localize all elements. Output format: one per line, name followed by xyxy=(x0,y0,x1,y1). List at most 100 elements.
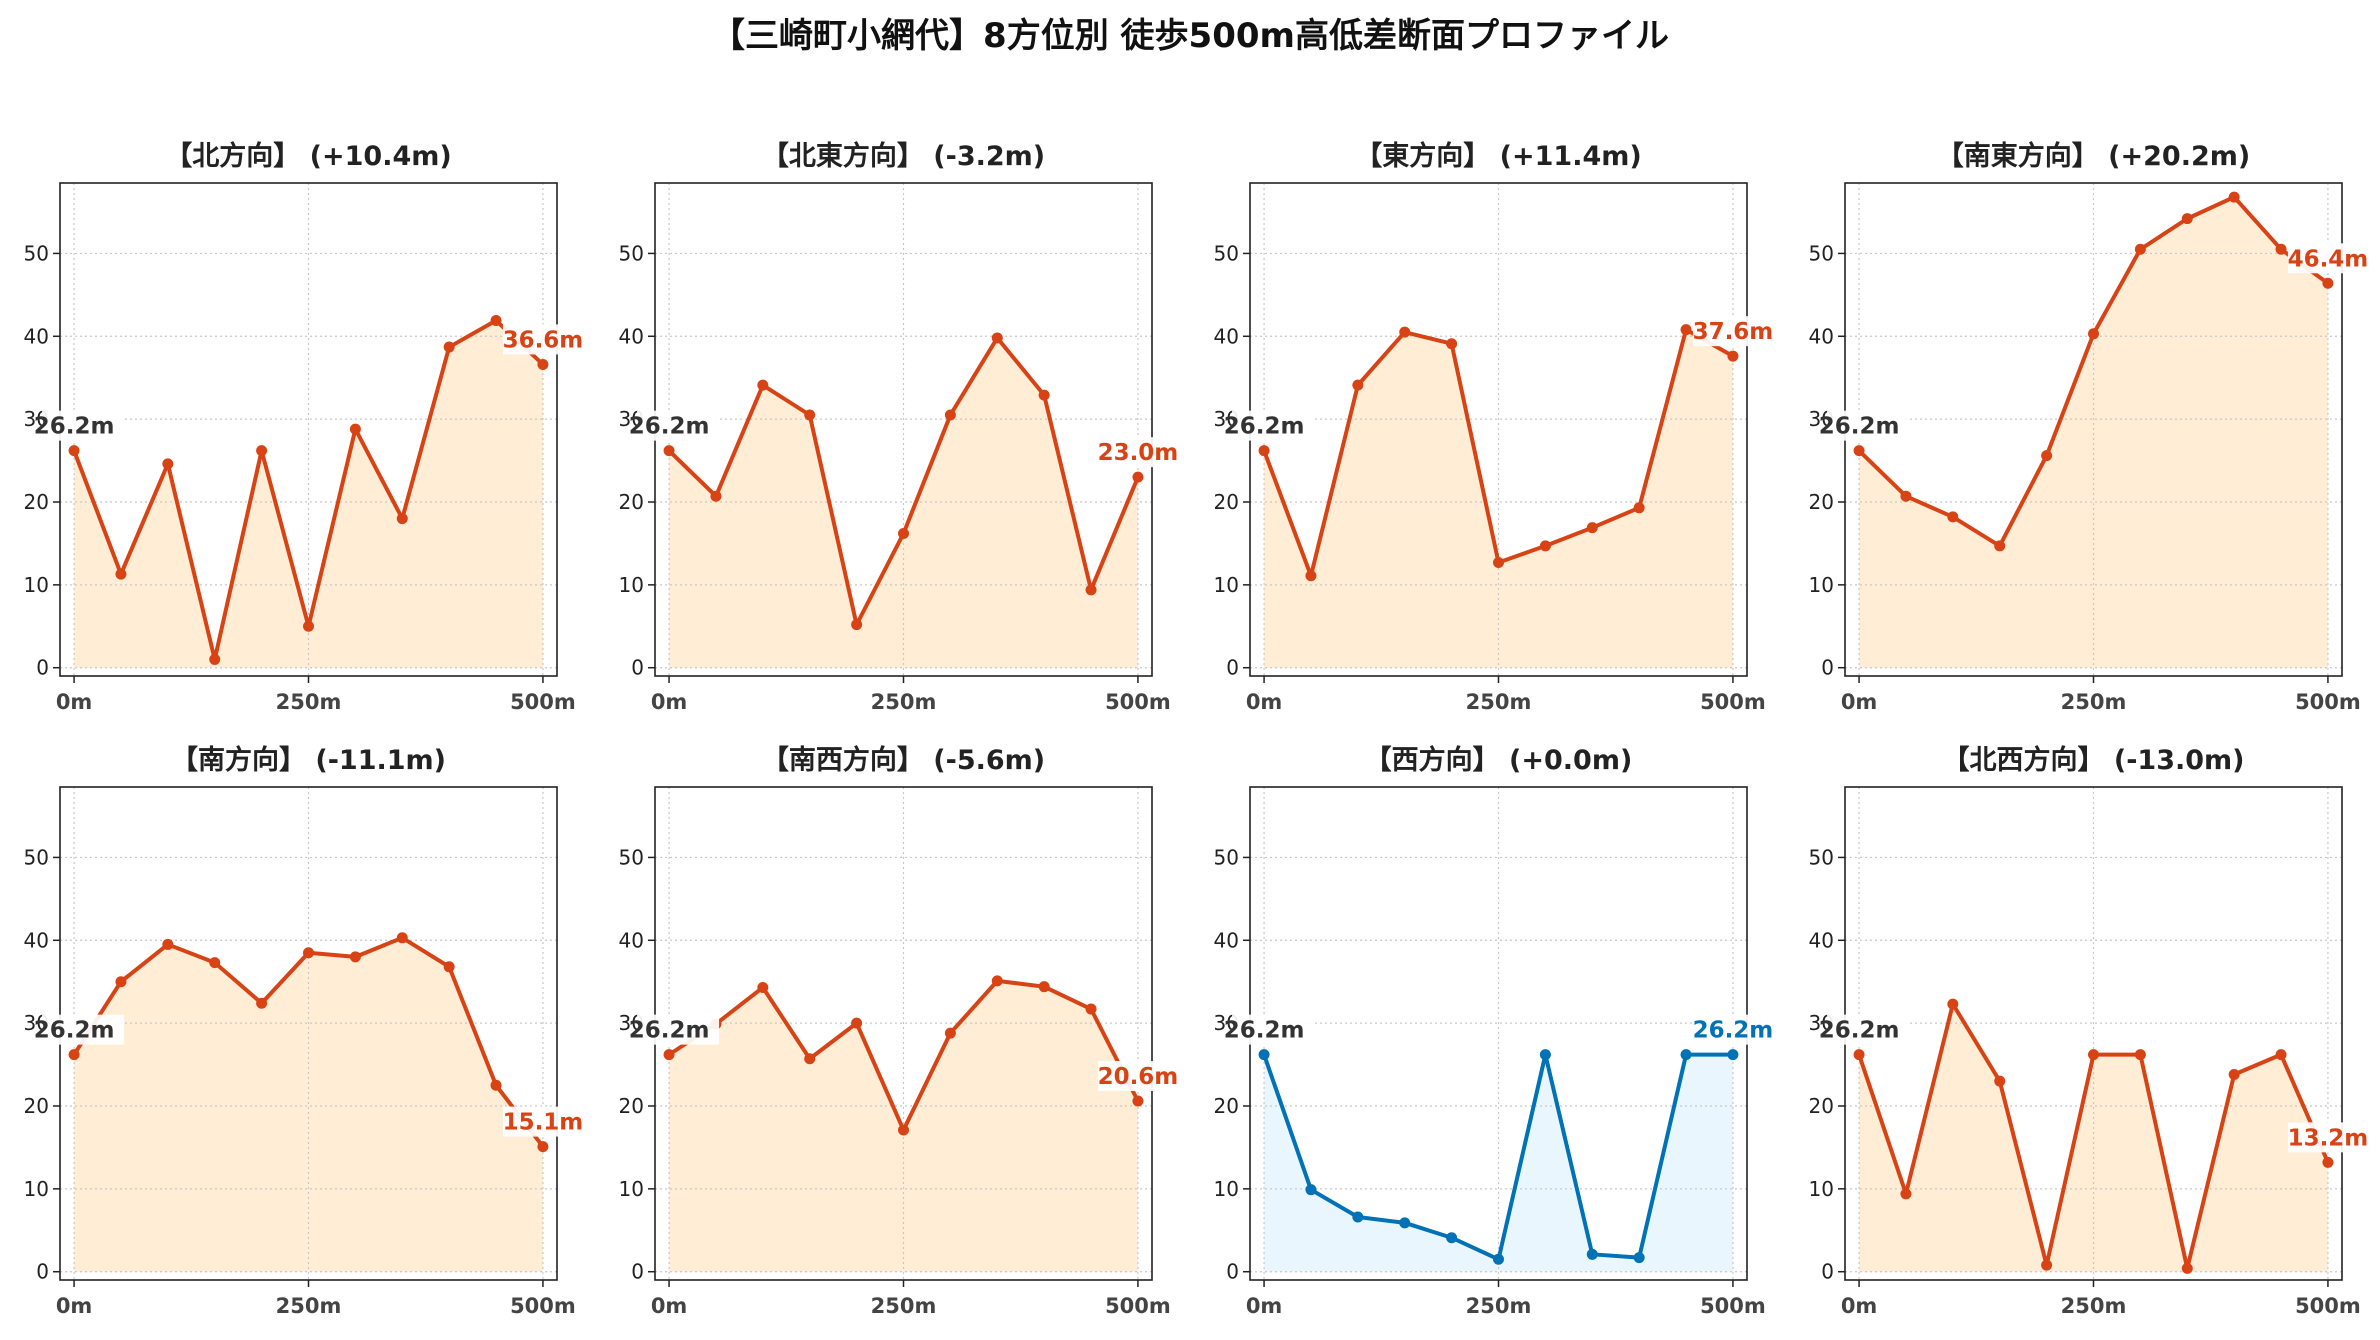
panel-title: 【南東方向】 (+20.2m) xyxy=(1937,140,2250,172)
data-point xyxy=(303,620,314,632)
data-point xyxy=(851,1017,863,1029)
end-label: 13.2m xyxy=(2288,1125,2369,1151)
data-point xyxy=(396,932,408,944)
data-point xyxy=(1633,502,1645,514)
y-tick-label: 10 xyxy=(1214,573,1239,597)
y-tick-label: 20 xyxy=(1214,490,1239,514)
data-point xyxy=(757,379,769,391)
data-point xyxy=(2041,450,2053,462)
data-point xyxy=(991,332,1003,344)
start-label: 26.2m xyxy=(1819,1018,1900,1044)
x-tick-label: 0m xyxy=(1246,690,1283,714)
y-tick-label: 10 xyxy=(1809,573,1834,597)
area-fill xyxy=(1859,197,2328,668)
start-label: 26.2m xyxy=(629,1018,710,1044)
y-tick-label: 20 xyxy=(24,1094,49,1118)
data-point xyxy=(804,1053,816,1065)
x-tick-label: 0m xyxy=(1841,1294,1878,1318)
end-label: 15.1m xyxy=(503,1110,584,1136)
x-tick-label: 250m xyxy=(2061,690,2127,714)
panel-title: 【北方向】 (+10.4m) xyxy=(165,140,451,172)
x-tick-label: 250m xyxy=(1466,690,1532,714)
data-point xyxy=(898,1124,909,1136)
y-tick-label: 0 xyxy=(631,1260,644,1284)
y-tick-label: 40 xyxy=(1214,928,1239,952)
y-tick-label: 40 xyxy=(1809,928,1834,952)
x-tick-label: 500m xyxy=(1105,1294,1171,1318)
data-point xyxy=(1305,1184,1317,1196)
data-point xyxy=(537,358,549,370)
start-label: 26.2m xyxy=(34,414,115,440)
y-tick-label: 40 xyxy=(1214,324,1239,348)
data-point xyxy=(2134,243,2146,255)
data-point xyxy=(2275,243,2287,255)
data-point xyxy=(1038,981,1050,993)
data-point xyxy=(804,409,816,421)
start-label-bg xyxy=(42,410,125,441)
data-point xyxy=(1258,1049,1270,1061)
end-label: 46.4m xyxy=(2288,246,2369,272)
start-label: 26.2m xyxy=(34,1018,115,1044)
data-point xyxy=(1493,1253,1504,1265)
y-tick-label: 50 xyxy=(1214,845,1239,869)
data-point xyxy=(349,423,361,435)
data-point xyxy=(1680,324,1692,336)
x-tick-label: 250m xyxy=(276,1294,342,1318)
panel-title: 【北西方向】 (-13.0m) xyxy=(1942,744,2244,776)
data-point xyxy=(1352,379,1364,391)
data-point xyxy=(209,653,221,665)
data-point xyxy=(256,445,268,457)
start-label-bg xyxy=(1827,1014,1910,1045)
y-tick-label: 0 xyxy=(1821,656,1834,680)
x-tick-label: 0m xyxy=(651,1294,688,1318)
y-tick-label: 10 xyxy=(619,1177,644,1201)
data-point xyxy=(162,938,174,950)
x-tick-label: 500m xyxy=(510,1294,576,1318)
data-point xyxy=(68,1049,80,1061)
end-label: 23.0m xyxy=(1098,440,1179,466)
data-point xyxy=(1446,338,1458,350)
y-tick-label: 50 xyxy=(24,241,49,265)
area-fill xyxy=(74,320,543,668)
data-point xyxy=(1085,584,1097,596)
x-tick-label: 0m xyxy=(1246,1294,1283,1318)
start-label-bg xyxy=(1232,410,1315,441)
x-tick-label: 0m xyxy=(1841,690,1878,714)
x-tick-label: 0m xyxy=(56,1294,93,1318)
end-label: 20.6m xyxy=(1098,1064,1179,1090)
data-point xyxy=(256,997,268,1009)
data-point xyxy=(1258,445,1270,457)
data-point xyxy=(2088,1049,2099,1061)
end-label-bg xyxy=(1097,437,1180,468)
data-point xyxy=(209,957,221,969)
data-point xyxy=(1947,998,1959,1010)
data-point xyxy=(1680,1049,1692,1061)
panel-title: 【西方向】 (+0.0m) xyxy=(1365,744,1633,776)
y-tick-label: 40 xyxy=(619,324,644,348)
data-point xyxy=(1399,1217,1411,1229)
x-tick-label: 500m xyxy=(1105,690,1171,714)
y-tick-label: 0 xyxy=(1226,1260,1239,1284)
y-tick-label: 0 xyxy=(1821,1260,1834,1284)
data-point xyxy=(490,315,502,327)
data-point xyxy=(2134,1049,2146,1061)
x-tick-label: 250m xyxy=(2061,1294,2127,1318)
start-label-bg xyxy=(42,1014,125,1045)
y-tick-label: 40 xyxy=(619,928,644,952)
data-point xyxy=(1727,350,1739,362)
data-point xyxy=(2322,1156,2334,1168)
y-tick-label: 0 xyxy=(631,656,644,680)
y-tick-label: 0 xyxy=(1226,656,1239,680)
y-tick-label: 20 xyxy=(619,490,644,514)
y-tick-label: 20 xyxy=(1809,1094,1834,1118)
data-point xyxy=(944,1027,956,1039)
data-point xyxy=(1539,1049,1551,1061)
start-label: 26.2m xyxy=(1224,414,1305,440)
end-label-bg xyxy=(502,324,585,355)
